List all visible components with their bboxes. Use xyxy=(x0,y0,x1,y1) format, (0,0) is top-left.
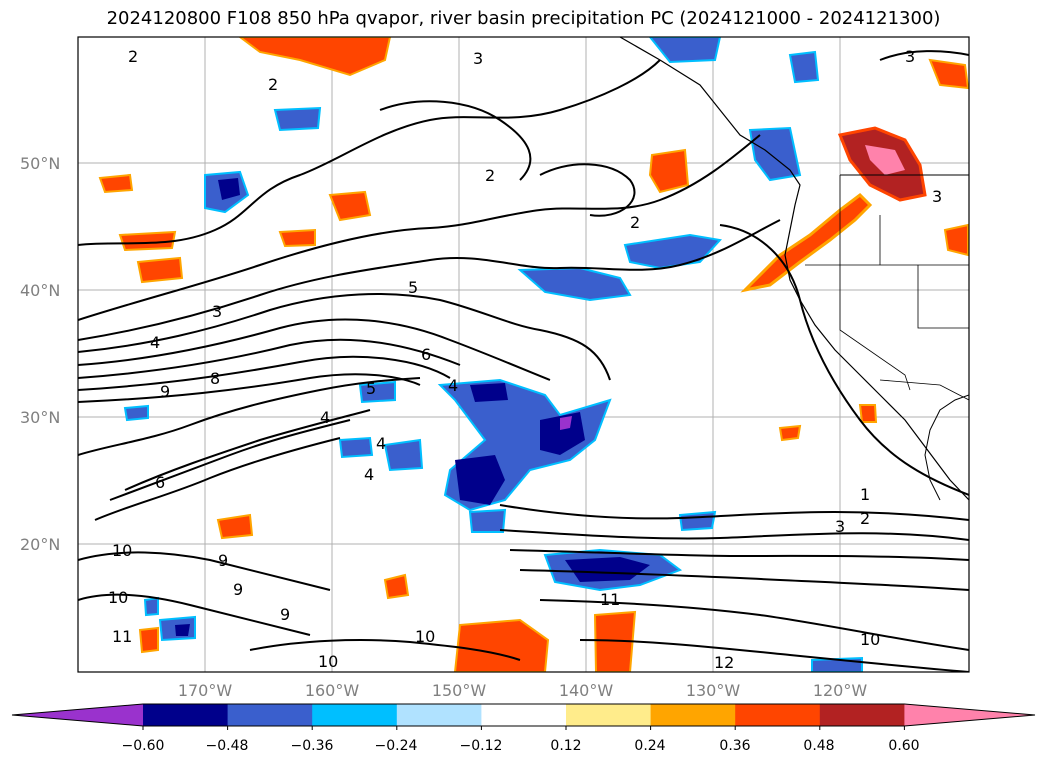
contour-label: 4 xyxy=(320,408,330,427)
positive-anomaly-areas xyxy=(98,37,969,672)
colorbar-segment xyxy=(566,704,652,726)
colorbar-ticks: −0.60 −0.48 −0.36 −0.24 −0.12 0.12 0.24 … xyxy=(122,738,920,754)
contour-label: 9 xyxy=(280,605,290,624)
map-frame xyxy=(77,36,970,673)
contour-label: 11 xyxy=(600,590,620,609)
contour-label: 9 xyxy=(160,382,170,401)
contour-label: 4 xyxy=(364,465,374,484)
contour-label: 5 xyxy=(366,379,376,398)
colorbar-tick-label: 0.24 xyxy=(634,738,665,754)
colorbar-extend-low xyxy=(12,704,143,726)
lon-label: 150°W xyxy=(432,681,487,700)
contour-label: 4 xyxy=(448,376,458,395)
contour-label: 4 xyxy=(376,434,386,453)
contour-label: 3 xyxy=(835,517,845,536)
colorbar-tick-label: −0.12 xyxy=(460,738,503,754)
precip-shading xyxy=(98,37,969,672)
contour-label: 6 xyxy=(155,473,165,492)
contour-label: 3 xyxy=(473,49,483,68)
colorbar-segment xyxy=(227,704,313,726)
colorbar-tick-label: −0.24 xyxy=(375,738,418,754)
qvapor-contours xyxy=(78,50,969,672)
contour-label: 8 xyxy=(210,369,220,388)
colorbar-tick-label: 0.60 xyxy=(888,738,919,754)
colorbar-segment xyxy=(650,704,736,726)
negative-anomaly-areas xyxy=(123,37,863,672)
contour-label: 9 xyxy=(233,580,243,599)
contour-label: 11 xyxy=(112,627,132,646)
contour-label: 1 xyxy=(860,485,870,504)
longitude-labels: 170°W 160°W 150°W 140°W 130°W 120°W xyxy=(178,681,868,700)
contour-label: 2 xyxy=(128,47,138,66)
contour-label: 10 xyxy=(112,541,132,560)
contour-label: 5 xyxy=(408,278,418,297)
contour-label: 10 xyxy=(860,630,880,649)
contour-label: 10 xyxy=(318,652,338,671)
colorbar-segment xyxy=(143,704,229,726)
colorbar-tick-label: −0.36 xyxy=(291,738,334,754)
map-title: 2024120800 F108 850 hPa qvapor, river ba… xyxy=(106,8,941,29)
contour-labels: 2 3 2 3 2 2 3 5 4 3 6 9 8 5 4 4 4 4 6 1 … xyxy=(108,47,942,672)
colorbar-tickmarks xyxy=(142,726,905,730)
colorbar-segment xyxy=(481,704,567,726)
lon-label: 170°W xyxy=(178,681,233,700)
contour-label: 3 xyxy=(212,302,222,321)
contour-label: 6 xyxy=(421,345,431,364)
lon-label: 120°W xyxy=(813,681,868,700)
lon-label: 160°W xyxy=(305,681,360,700)
coastlines xyxy=(619,37,969,501)
colorbar-segment xyxy=(819,704,905,726)
precipitation-map: 2 3 2 3 2 2 3 5 4 3 6 9 8 5 4 4 4 4 6 1 … xyxy=(20,36,970,700)
contour-label: 3 xyxy=(905,47,915,66)
contour-label: 10 xyxy=(415,627,435,646)
contour-label: 2 xyxy=(268,75,278,94)
contour-label: 2 xyxy=(485,166,495,185)
contour-label: 12 xyxy=(714,653,734,672)
lon-label: 140°W xyxy=(559,681,614,700)
latitude-labels: 50°N 40°N 30°N 20°N xyxy=(20,154,60,554)
lon-label: 130°W xyxy=(686,681,741,700)
colorbar-segment xyxy=(396,704,482,726)
colorbar-segment xyxy=(735,704,821,726)
colorbar-tick-label: 0.36 xyxy=(719,738,750,754)
colorbar-tick-label: 0.12 xyxy=(550,738,581,754)
contour-label: 2 xyxy=(860,509,870,528)
colorbar-segment xyxy=(312,704,398,726)
colorbar-segments xyxy=(11,703,1036,727)
contour-label: 4 xyxy=(150,333,160,352)
colorbar-tick-label: −0.60 xyxy=(122,738,165,754)
lat-label: 30°N xyxy=(20,408,60,427)
colorbar-extend-high xyxy=(904,704,1035,726)
contour-label: 3 xyxy=(932,187,942,206)
contour-label: 9 xyxy=(218,551,228,570)
lat-label: 40°N xyxy=(20,281,60,300)
contour-label: 10 xyxy=(108,588,128,607)
colorbar-tick-label: −0.48 xyxy=(206,738,249,754)
lat-label: 50°N xyxy=(20,154,60,173)
contour-label: 2 xyxy=(630,213,640,232)
lat-label: 20°N xyxy=(20,535,60,554)
colorbar-tick-label: 0.48 xyxy=(803,738,834,754)
